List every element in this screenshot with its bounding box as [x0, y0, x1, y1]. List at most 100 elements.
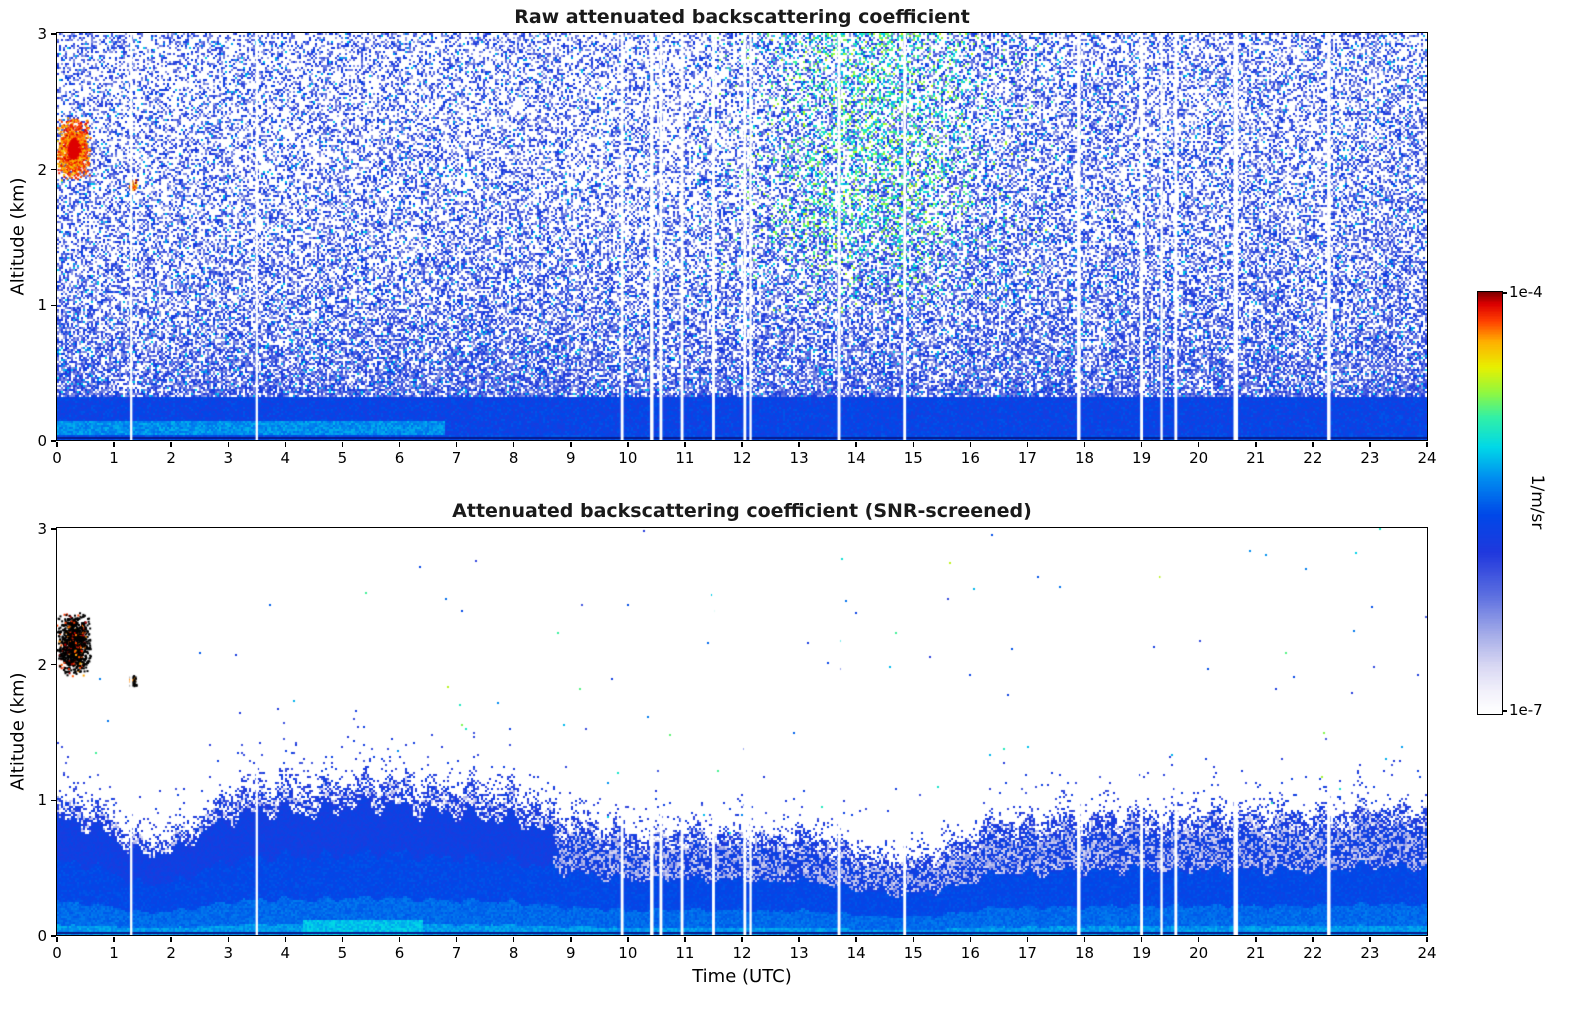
- raw-backscatter-heatmap: [56, 32, 1428, 441]
- x-tick-mark: [1255, 442, 1257, 447]
- x-tick-label: 0: [52, 944, 62, 962]
- x-tick-label: 10: [618, 449, 638, 467]
- x-tick-label: 23: [1360, 944, 1380, 962]
- colorbar-unit-label: 1/m/sr: [1527, 474, 1547, 530]
- x-tick-mark: [1369, 937, 1371, 942]
- x-tick-mark: [398, 442, 401, 447]
- x-tick-mark: [570, 937, 572, 942]
- x-tick-mark: [1312, 442, 1314, 447]
- x-tick-mark: [56, 937, 58, 942]
- x-tick-mark: [1140, 442, 1143, 447]
- x-tick-label: 18: [1074, 944, 1095, 962]
- x-tick-mark: [284, 442, 287, 447]
- y-tick-label: 2: [37, 160, 47, 179]
- x-tick-mark: [798, 937, 800, 942]
- x-tick-mark: [455, 937, 458, 942]
- x-tick-label: 5: [337, 944, 348, 962]
- x-tick-mark: [170, 937, 172, 942]
- y-tick-mark: [51, 528, 56, 530]
- x-tick-label: 7: [451, 944, 462, 962]
- x-tick-mark: [1197, 442, 1200, 447]
- x-tick-label: 11: [675, 449, 695, 467]
- x-tick-mark: [1140, 937, 1143, 942]
- x-tick-label: 3: [223, 449, 234, 467]
- x-tick-label: 22: [1303, 449, 1323, 467]
- x-tick-label: 9: [565, 449, 576, 467]
- x-tick-label: 19: [1132, 449, 1152, 467]
- x-tick-label: 3: [223, 944, 234, 962]
- x-tick-mark: [1426, 937, 1428, 942]
- x-tick-mark: [855, 937, 857, 942]
- x-tick-mark: [398, 937, 401, 942]
- x-tick-label: 8: [508, 944, 519, 962]
- x-tick-label: 2: [166, 944, 176, 962]
- x-tick-mark: [627, 442, 629, 447]
- x-tick-mark: [1026, 442, 1029, 447]
- x-tick-label: 21: [1246, 449, 1266, 467]
- x-tick-label: 24: [1417, 944, 1437, 962]
- y-tick-label: 1: [37, 791, 47, 810]
- x-tick-label: 13: [789, 449, 809, 467]
- x-tick-label: 14: [846, 449, 866, 467]
- x-tick-label: 16: [960, 944, 980, 962]
- x-tick-mark: [969, 442, 972, 447]
- x-tick-label: 6: [394, 449, 405, 467]
- x-tick-mark: [912, 442, 914, 447]
- x-tick-mark: [684, 442, 686, 447]
- x-tick-mark: [741, 442, 743, 447]
- x-tick-label: 2: [166, 449, 176, 467]
- y-tick-label: 3: [37, 520, 47, 538]
- x-tick-label: 11: [675, 944, 695, 962]
- x-tick-mark: [627, 937, 629, 942]
- x-tick-mark: [512, 442, 515, 447]
- colorbar-tick-mark: [1503, 710, 1507, 712]
- x-tick-label: 8: [508, 449, 519, 467]
- x-tick-label: 12: [732, 449, 752, 467]
- x-tick-mark: [1197, 937, 1200, 942]
- x-tick-label: 12: [732, 944, 752, 962]
- y-tick-label: 0: [37, 927, 47, 945]
- x-tick-label: 17: [1017, 449, 1037, 467]
- x-tick-label: 14: [846, 944, 866, 962]
- x-tick-mark: [170, 442, 172, 447]
- x-tick-label: 22: [1303, 944, 1323, 962]
- x-tick-label: 20: [1189, 944, 1209, 962]
- panel2-y-axis-label: Altitude (km): [7, 672, 29, 791]
- x-tick-mark: [570, 442, 572, 447]
- x-tick-label: 15: [903, 449, 923, 467]
- y-tick-mark: [51, 168, 56, 171]
- screened-backscatter-heatmap: [56, 527, 1428, 936]
- y-tick-label: 3: [37, 25, 47, 43]
- x-tick-label: 20: [1189, 449, 1209, 467]
- x-tick-mark: [1255, 937, 1257, 942]
- x-tick-mark: [741, 937, 743, 942]
- x-tick-label: 9: [565, 944, 576, 962]
- x-tick-mark: [227, 442, 229, 447]
- y-tick-mark: [51, 304, 56, 307]
- x-tick-mark: [1312, 937, 1314, 942]
- x-tick-mark: [512, 937, 515, 942]
- x-tick-mark: [1426, 442, 1428, 447]
- colorbar-tick-mark: [1503, 292, 1507, 294]
- x-tick-mark: [912, 937, 914, 942]
- colorbar-max-label: 1e-4: [1509, 283, 1543, 301]
- x-axis-label: Time (UTC): [692, 966, 792, 987]
- x-tick-label: 17: [1017, 944, 1037, 962]
- y-tick-label: 1: [37, 296, 47, 315]
- x-tick-mark: [1026, 937, 1029, 942]
- colorbar-min-label: 1e-7: [1509, 701, 1543, 719]
- x-tick-mark: [341, 442, 344, 447]
- x-tick-mark: [1083, 442, 1086, 447]
- x-tick-label: 10: [618, 944, 638, 962]
- x-tick-label: 18: [1074, 449, 1095, 467]
- x-tick-label: 23: [1360, 449, 1380, 467]
- x-tick-label: 13: [789, 944, 809, 962]
- panel2-title: Attenuated backscattering coefficient (S…: [452, 500, 1032, 522]
- x-tick-mark: [455, 442, 458, 447]
- x-tick-mark: [1369, 442, 1371, 447]
- x-tick-mark: [113, 442, 115, 447]
- y-tick-mark: [51, 440, 56, 442]
- y-tick-mark: [51, 935, 56, 937]
- x-tick-label: 24: [1417, 449, 1437, 467]
